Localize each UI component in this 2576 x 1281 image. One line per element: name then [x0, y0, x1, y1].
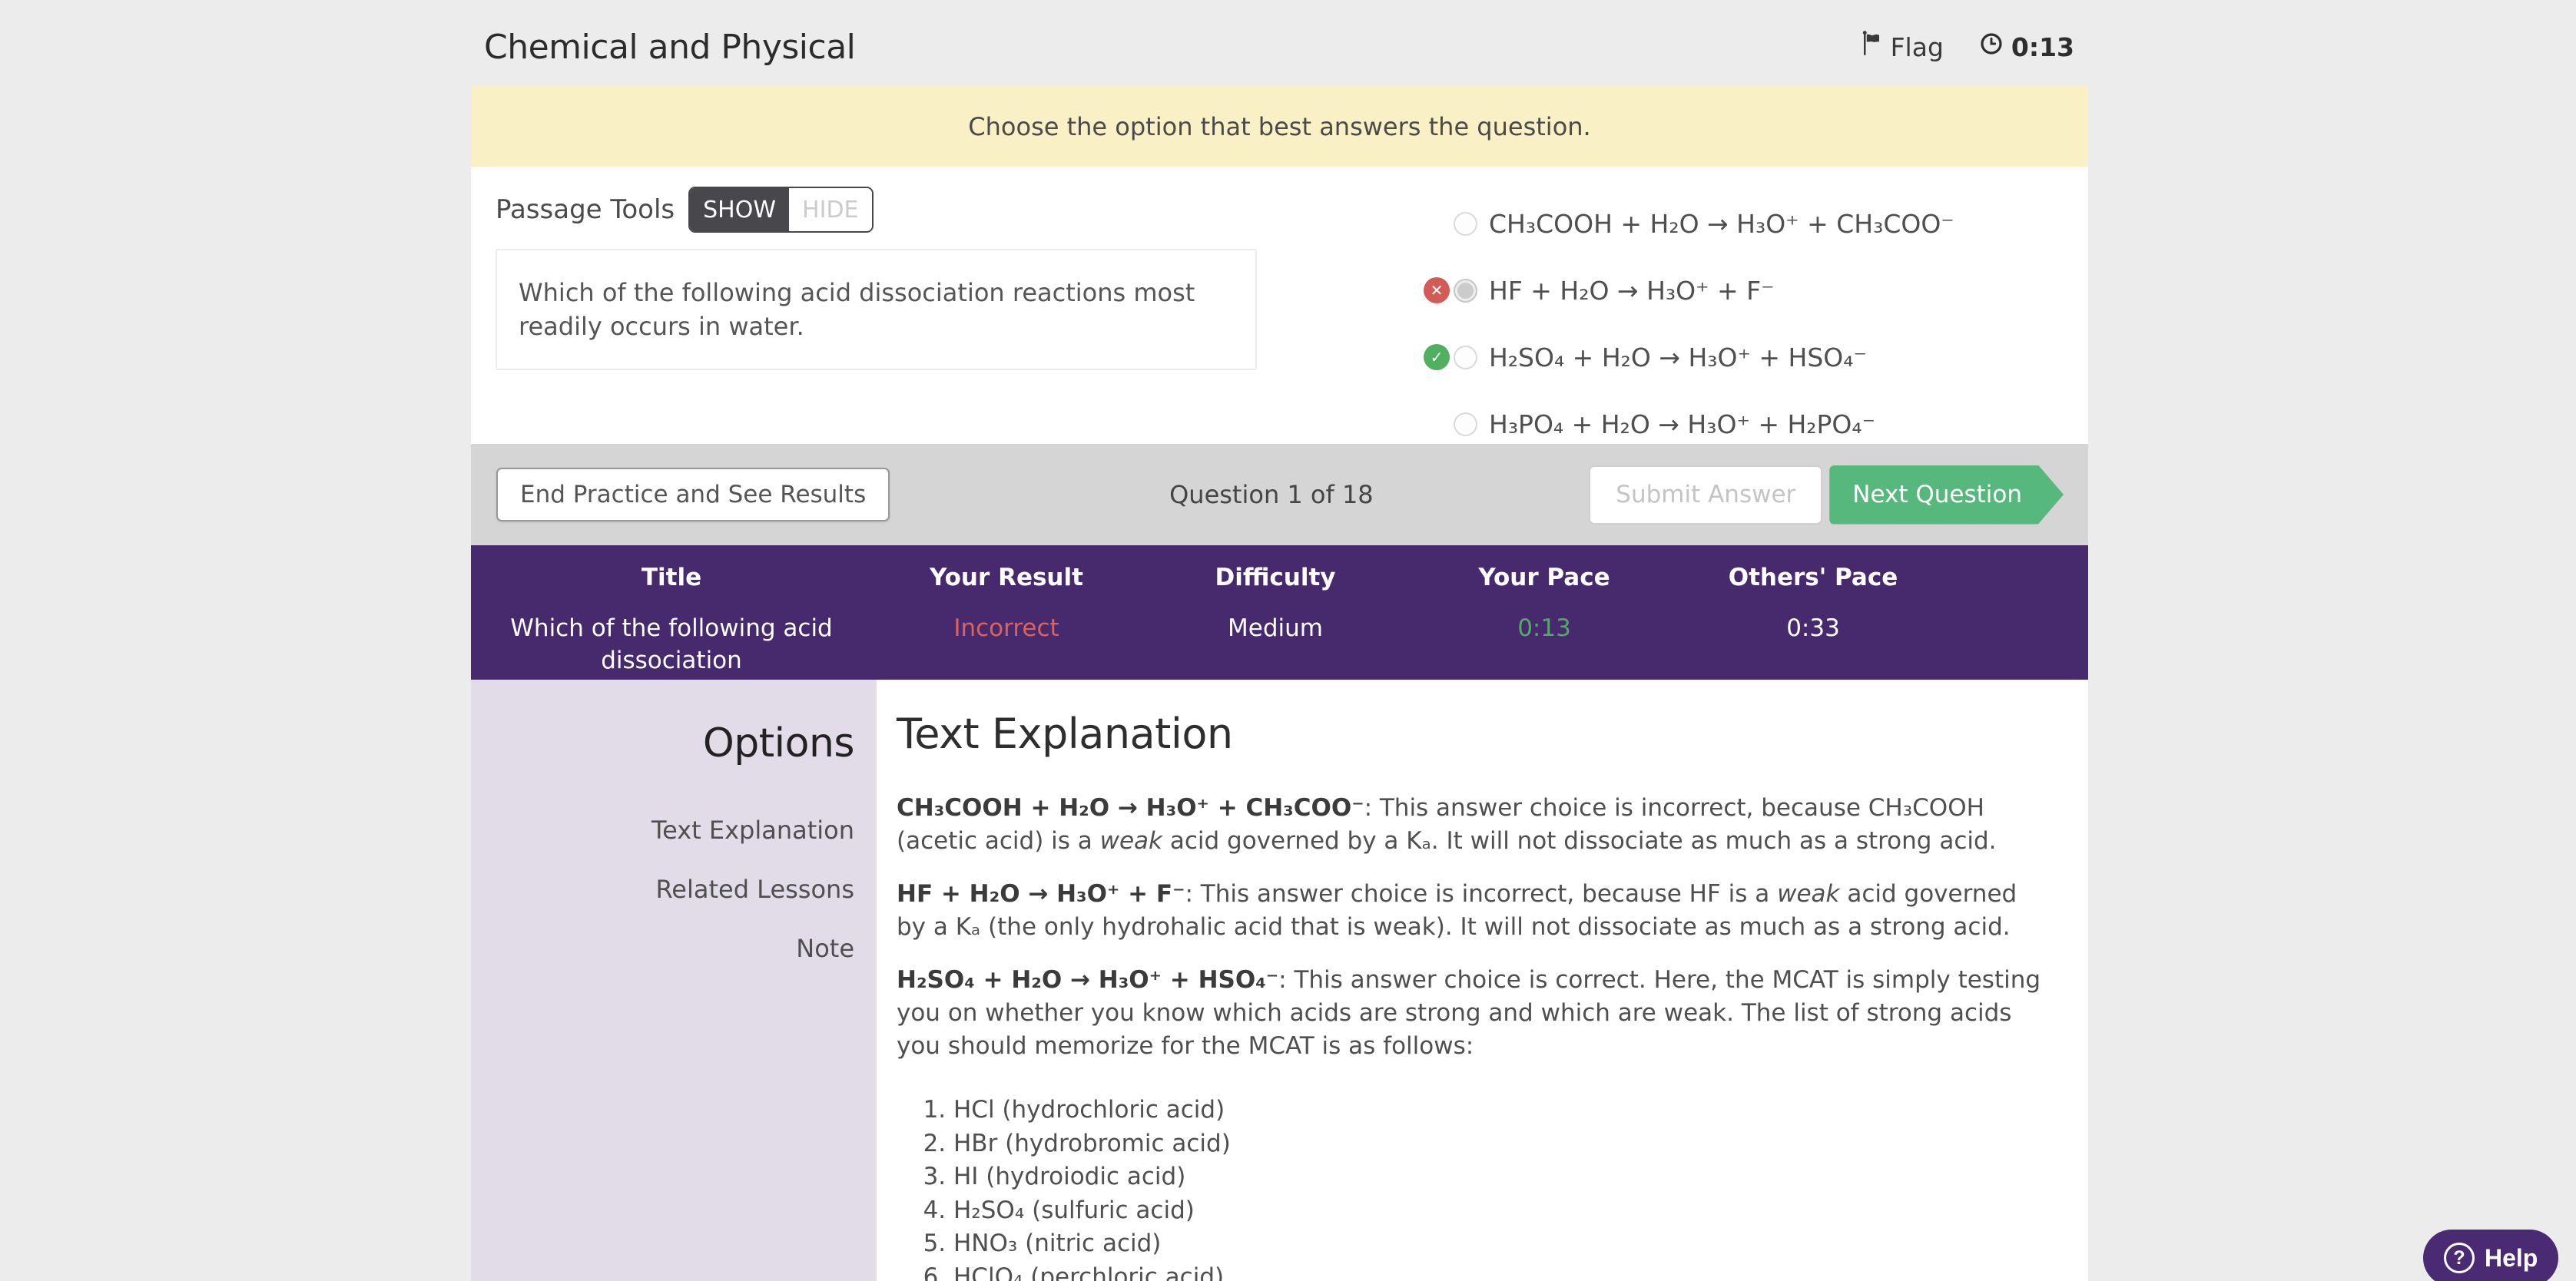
stat-others-pace-value: 0:33 — [1786, 614, 1840, 642]
instruction-banner: Choose the option that best answers the … — [471, 86, 2088, 167]
stat-difficulty: Difficulty Medium — [1141, 564, 1410, 680]
marker-spacer — [1424, 210, 1450, 237]
flag-label: Flag — [1890, 31, 1944, 62]
flag-button[interactable]: Flag — [1860, 30, 1944, 64]
stats-bar: Title Which of the following acid dissoc… — [471, 545, 2088, 680]
flag-icon — [1860, 30, 1883, 64]
help-label: Help — [2485, 1243, 2538, 1272]
next-question-button[interactable]: Next Question — [1829, 465, 2064, 525]
page-title: Chemical and Physical — [484, 27, 856, 67]
passage-tools-label: Passage Tools — [496, 194, 675, 225]
choice-a-formula: CH₃COOH + H₂O → H₃O⁺ + CH₃COO⁻ — [897, 794, 1364, 822]
options-heading: Options — [702, 720, 855, 766]
sidebar-links: Text Explanation Related Lessons Note — [471, 815, 854, 964]
passage-tools-row: Passage Tools SHOW HIDE — [496, 187, 1271, 233]
question-area: Passage Tools SHOW HIDE Which of the fol… — [471, 167, 2088, 444]
strong-acid-item: H₂SO₄ (sulfuric acid) — [953, 1194, 2042, 1228]
help-button[interactable]: ? Help — [2423, 1230, 2559, 1281]
sidebar-item-related-lessons[interactable]: Related Lessons — [655, 875, 854, 904]
header-actions: Flag 0:13 — [1860, 30, 2074, 64]
question-box: Which of the following acid dissociation… — [496, 249, 1257, 370]
choice-row-c[interactable]: ✓ H₂SO₄ + H₂O → H₃O⁺ + HSO₄⁻ — [1424, 340, 1954, 374]
choice-b-radio[interactable] — [1454, 278, 1477, 303]
explanation-paragraph: H₂SO₄ + H₂O → H₃O⁺ + HSO₄⁻: This answer … — [897, 966, 2041, 1060]
stat-header: Difficulty — [1215, 564, 1336, 591]
choice-row-d[interactable]: H₃PO₄ + H₂O → H₃O⁺ + H₂PO₄⁻ — [1424, 407, 1954, 441]
stat-difficulty-value: Medium — [1228, 614, 1323, 642]
instruction-text: Choose the option that best answers the … — [968, 111, 1591, 141]
choice-row-a[interactable]: CH₃COOH + H₂O → H₃O⁺ + CH₃COO⁻ — [1424, 207, 1954, 240]
explanation-paragraph: HF + H₂O → H₃O⁺ + F⁻: This answer choice… — [897, 880, 2017, 941]
strong-acids-list: HCl (hydrochloric acid) HBr (hydrobromic… — [897, 1094, 2042, 1281]
choice-c-label: H₂SO₄ + H₂O → H₃O⁺ + HSO₄⁻ — [1489, 342, 1867, 372]
stat-your-pace: Your Pace 0:13 — [1410, 564, 1679, 680]
question-text: Which of the following acid dissociation… — [519, 278, 1195, 341]
choice-d-label: H₃PO₄ + H₂O → H₃O⁺ + H₂PO₄⁻ — [1489, 409, 1876, 439]
correct-icon: ✓ — [1424, 344, 1450, 370]
stat-result: Your Result Incorrect — [872, 564, 1141, 680]
stat-header: Your Result — [930, 564, 1083, 591]
stat-header: Your Pace — [1478, 564, 1610, 591]
question-timer: 0:13 — [1979, 31, 2074, 62]
text-explanation-panel: Text Explanation CH₃COOH + H₂O → H₃O⁺ + … — [877, 680, 2088, 1281]
sidebar-item-text-explanation[interactable]: Text Explanation — [651, 816, 854, 845]
toolbar-right: Submit Answer Next Question — [1589, 465, 2064, 525]
lower-section: Options Text Explanation Related Lessons… — [471, 680, 2088, 1281]
stat-title-value: Which of the following acid dissociation — [510, 614, 833, 674]
stat-your-pace-value: 0:13 — [1517, 614, 1571, 642]
explanation-paragraph: CH₃COOH + H₂O → H₃O⁺ + CH₃COO⁻: This ans… — [897, 794, 1997, 855]
timer-value: 0:13 — [2011, 31, 2074, 62]
clock-icon — [1979, 31, 2004, 62]
stat-others-pace: Others' Pace 0:33 — [1679, 564, 1948, 680]
app-header: Chemical and Physical Flag — [471, 0, 2088, 86]
choice-a-radio[interactable] — [1454, 211, 1477, 236]
question-column: Passage Tools SHOW HIDE Which of the fol… — [496, 167, 1271, 370]
stat-header: Title — [641, 564, 702, 591]
stat-title: Title Which of the following acid dissoc… — [471, 564, 872, 680]
marker-spacer — [1424, 411, 1450, 437]
toolbar: End Practice and See Results Question 1 … — [471, 444, 2088, 545]
passage-tools-toggle: SHOW HIDE — [688, 187, 874, 233]
submit-answer-button[interactable]: Submit Answer — [1589, 465, 1823, 525]
answer-choices: CH₃COOH + H₂O → H₃O⁺ + CH₃COO⁻ ✕ HF + H₂… — [1424, 207, 1954, 474]
show-passage-button[interactable]: SHOW — [690, 188, 790, 231]
incorrect-icon: ✕ — [1424, 277, 1450, 303]
strong-acid-item: HCl (hydrochloric acid) — [953, 1094, 2042, 1127]
stat-header: Others' Pace — [1728, 564, 1898, 591]
stat-result-value: Incorrect — [953, 614, 1059, 642]
end-practice-button[interactable]: End Practice and See Results — [496, 468, 890, 521]
strong-acid-item: HClO₄ (perchloric acid) — [953, 1261, 2042, 1281]
choice-c-formula: H₂SO₄ + H₂O → H₃O⁺ + HSO₄⁻ — [897, 966, 1279, 994]
choice-a-label: CH₃COOH + H₂O → H₃O⁺ + CH₃COO⁻ — [1489, 208, 1954, 239]
strong-acid-item: HI (hydroiodic acid) — [953, 1160, 2042, 1194]
choice-b-label: HF + H₂O → H₃O⁺ + F⁻ — [1489, 275, 1775, 306]
strong-acid-item: HNO₃ (nitric acid) — [953, 1227, 2042, 1261]
choice-b-formula: HF + H₂O → H₃O⁺ + F⁻ — [897, 880, 1185, 908]
choice-c-radio[interactable] — [1454, 345, 1477, 369]
choice-row-b[interactable]: ✕ HF + H₂O → H₃O⁺ + F⁻ — [1424, 273, 1954, 307]
strong-acid-item: HBr (hydrobromic acid) — [953, 1127, 2042, 1161]
explanation-heading: Text Explanation — [897, 710, 1233, 758]
choice-d-radio[interactable] — [1454, 412, 1477, 436]
hide-passage-button[interactable]: HIDE — [789, 188, 872, 231]
content-column: Chemical and Physical Flag — [471, 0, 2088, 1281]
question-progress: Question 1 of 18 — [1169, 480, 1374, 509]
sidebar-item-note[interactable]: Note — [796, 934, 854, 963]
question-mark-icon: ? — [2444, 1243, 2475, 1273]
options-sidebar: Options Text Explanation Related Lessons… — [471, 680, 877, 1281]
